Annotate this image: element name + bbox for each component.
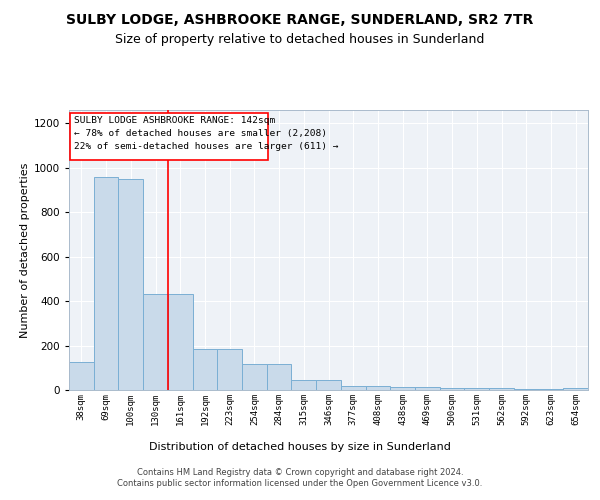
Text: 22% of semi-detached houses are larger (611) →: 22% of semi-detached houses are larger (… — [74, 142, 338, 151]
Text: SULBY LODGE, ASHBROOKE RANGE, SUNDERLAND, SR2 7TR: SULBY LODGE, ASHBROOKE RANGE, SUNDERLAND… — [67, 12, 533, 26]
Bar — [539, 389, 563, 390]
Text: Size of property relative to detached houses in Sunderland: Size of property relative to detached ho… — [115, 32, 485, 46]
Bar — [316, 380, 341, 390]
Bar — [464, 388, 489, 390]
Bar — [489, 388, 514, 390]
Bar — [242, 364, 267, 390]
Bar — [143, 294, 168, 390]
Bar — [118, 179, 143, 390]
Text: Distribution of detached houses by size in Sunderland: Distribution of detached houses by size … — [149, 442, 451, 452]
Text: Contains HM Land Registry data © Crown copyright and database right 2024.
Contai: Contains HM Land Registry data © Crown c… — [118, 468, 482, 487]
Bar — [217, 349, 242, 390]
Bar — [440, 388, 464, 390]
Bar — [69, 362, 94, 390]
Y-axis label: Number of detached properties: Number of detached properties — [20, 162, 29, 338]
Text: SULBY LODGE ASHBROOKE RANGE: 142sqm: SULBY LODGE ASHBROOKE RANGE: 142sqm — [74, 116, 275, 124]
Bar — [341, 386, 365, 390]
Bar — [94, 176, 118, 390]
Bar — [292, 380, 316, 390]
Text: ← 78% of detached houses are smaller (2,208): ← 78% of detached houses are smaller (2,… — [74, 129, 327, 138]
Bar — [514, 389, 539, 390]
Bar — [70, 114, 268, 160]
Bar — [563, 388, 588, 390]
Bar — [365, 386, 390, 390]
Bar — [193, 349, 217, 390]
Bar — [267, 364, 292, 390]
Bar — [390, 386, 415, 390]
Bar — [168, 294, 193, 390]
Bar — [415, 386, 440, 390]
